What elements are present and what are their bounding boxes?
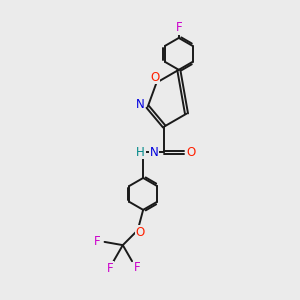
Text: N: N bbox=[136, 98, 145, 111]
Text: F: F bbox=[176, 21, 182, 34]
Text: F: F bbox=[107, 262, 114, 275]
Text: F: F bbox=[94, 236, 101, 248]
Text: H: H bbox=[136, 146, 145, 159]
Text: N: N bbox=[150, 146, 158, 159]
Text: O: O bbox=[187, 146, 196, 159]
Text: O: O bbox=[150, 71, 159, 84]
Text: O: O bbox=[136, 226, 145, 239]
Text: F: F bbox=[134, 261, 140, 274]
